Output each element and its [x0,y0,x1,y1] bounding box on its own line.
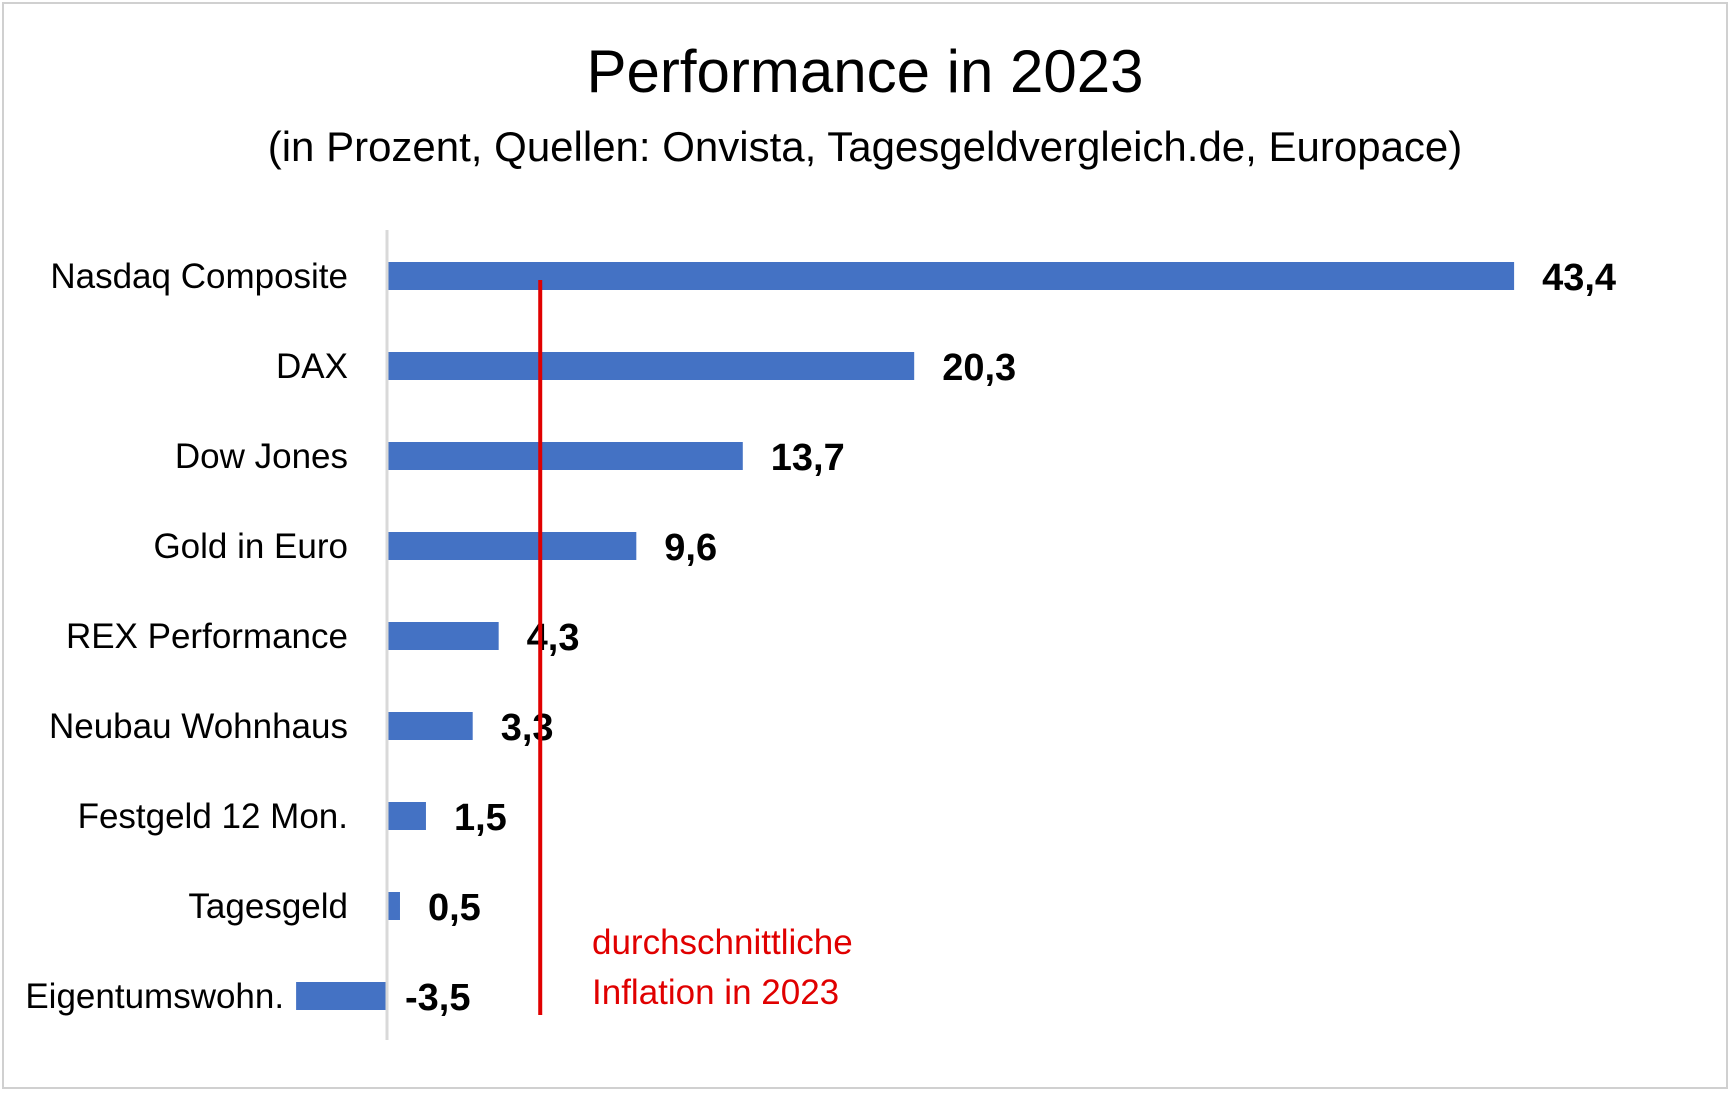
inflation-reference-label: durchschnittliche [592,923,853,962]
bar [387,802,426,830]
category-label: REX Performance [66,617,348,656]
data-label: 9,6 [664,527,717,569]
bar [387,262,1515,290]
category-label: Festgeld 12 Mon. [78,797,348,836]
data-label: 1,5 [454,797,507,839]
data-label: -3,5 [405,977,470,1019]
bar [387,532,637,560]
bar [387,352,915,380]
category-label: Dow Jones [175,437,348,476]
data-label: 4,3 [527,617,580,659]
data-label: 0,5 [428,887,481,929]
data-label: 20,3 [942,347,1016,389]
category-label: Tagesgeld [188,887,348,926]
bar [296,982,387,1010]
data-label: 3,3 [501,707,554,749]
category-label: Neubau Wohnhaus [49,707,348,746]
chart-subtitle: (in Prozent, Quellen: Onvista, Tagesgeld… [267,123,1463,170]
data-label: 43,4 [1542,257,1616,299]
category-label: Gold in Euro [153,527,348,566]
category-label: Nasdaq Composite [50,257,348,296]
bar [387,712,473,740]
category-label: Eigentumswohn. [25,977,284,1016]
bar [387,892,400,920]
inflation-reference-label: Inflation in 2023 [592,973,839,1012]
bar [387,442,743,470]
data-label: 13,7 [771,437,845,479]
bar [387,622,499,650]
category-label: DAX [276,347,348,386]
chart-title: Performance in 2023 [586,38,1144,105]
